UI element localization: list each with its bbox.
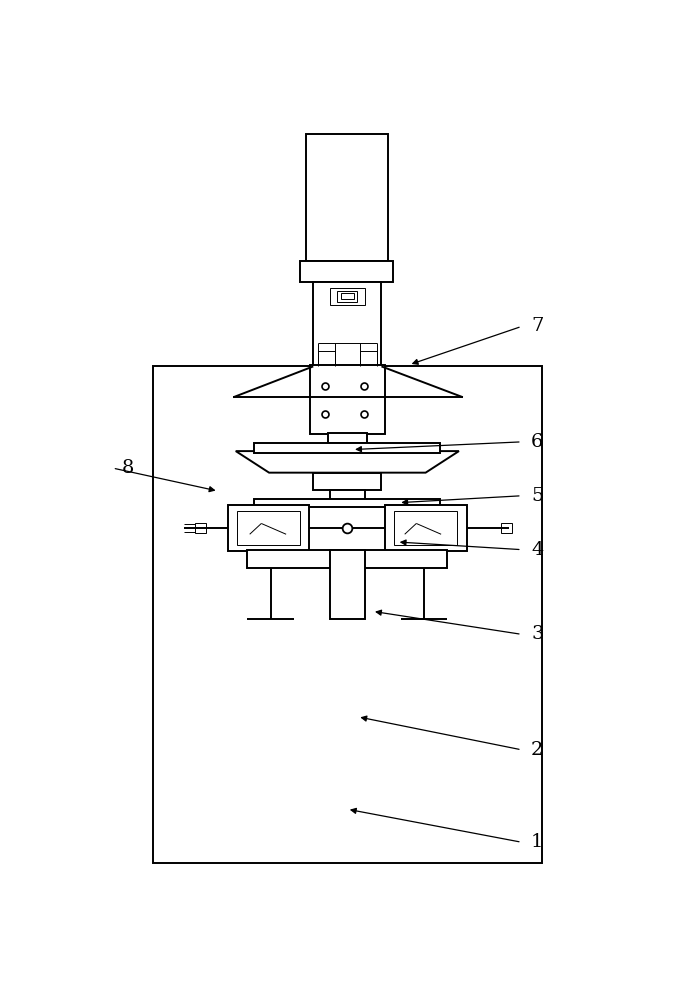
Text: 3: 3 xyxy=(531,625,544,643)
Text: 1: 1 xyxy=(531,833,544,851)
Text: 8: 8 xyxy=(122,459,134,477)
Bar xyxy=(318,351,335,365)
Bar xyxy=(313,282,381,366)
Bar xyxy=(153,366,542,863)
Text: 6: 6 xyxy=(531,433,544,451)
Bar xyxy=(247,550,447,568)
Bar xyxy=(328,433,367,443)
Bar xyxy=(313,473,381,490)
Bar xyxy=(394,511,458,545)
Bar xyxy=(330,550,365,619)
Bar xyxy=(300,261,393,282)
Text: 4: 4 xyxy=(531,541,544,559)
Bar xyxy=(305,134,389,261)
Bar xyxy=(359,351,377,365)
Bar xyxy=(195,523,206,533)
Bar xyxy=(236,511,300,545)
Bar xyxy=(501,523,512,533)
Bar xyxy=(228,505,309,551)
Bar xyxy=(330,288,365,305)
Bar xyxy=(337,291,357,302)
Text: 5: 5 xyxy=(531,487,544,505)
Bar xyxy=(330,490,365,500)
Bar xyxy=(255,499,440,507)
Bar xyxy=(341,293,353,299)
Bar xyxy=(255,443,440,453)
Polygon shape xyxy=(236,451,459,473)
Bar xyxy=(385,505,466,551)
Text: 2: 2 xyxy=(531,741,544,759)
Bar xyxy=(310,365,385,434)
Text: 7: 7 xyxy=(531,317,544,335)
